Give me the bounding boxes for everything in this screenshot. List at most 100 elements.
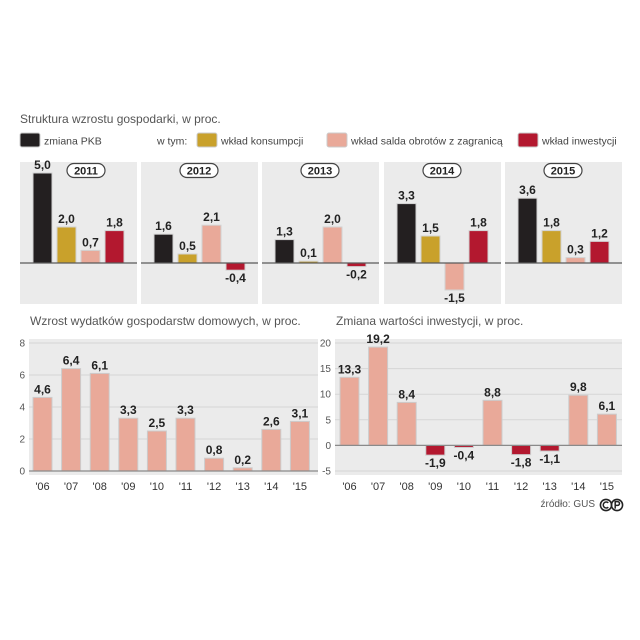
bar-07 bbox=[368, 346, 389, 446]
y-tick-label: 4 bbox=[19, 403, 25, 414]
year-label-2014: 2014 bbox=[422, 162, 462, 179]
legend-label-wklad-inwestycji: wkład inwestycji bbox=[541, 136, 617, 148]
y-tick-label: 15 bbox=[320, 364, 332, 375]
value-label-2011-wklad-salda-obrotow-z-zagranica: 0,7 bbox=[82, 235, 99, 249]
year-label-2015: 2015 bbox=[543, 162, 583, 179]
year-text: 2013 bbox=[308, 166, 332, 178]
x-tick-label-11: '11 bbox=[486, 481, 500, 493]
y-tick-label: 0 bbox=[19, 467, 25, 478]
value-label-11: 3,3 bbox=[177, 403, 194, 417]
footer: źródło: GUS bbox=[541, 498, 624, 512]
value-label-2011-wklad-inwestycji: 1,8 bbox=[106, 216, 123, 230]
value-label-2011-zmiana-pkb: 5,0 bbox=[34, 158, 51, 172]
year-text: 2011 bbox=[74, 166, 98, 178]
bar-06 bbox=[32, 396, 53, 472]
bar-2015-wklad-konsumpcji bbox=[541, 230, 562, 264]
bar-2012-wklad-salda-obrotow-z-zagranica bbox=[201, 224, 222, 264]
x-tick-label-10: '10 bbox=[150, 481, 164, 493]
chart-structure: 5,0 2,0 0,7 1,8 2011 1,6 0,5 2,1 -0,4 2012 1,3 0,1 2… bbox=[20, 158, 622, 305]
year-pill bbox=[66, 162, 106, 179]
value-label-13: -1,1 bbox=[539, 452, 560, 466]
year-text: 2015 bbox=[551, 166, 575, 178]
value-label-2013-wklad-salda-obrotow-z-zagranica: 2,0 bbox=[324, 212, 341, 226]
value-label-2012-wklad-salda-obrotow-z-zagranica: 2,1 bbox=[203, 210, 220, 224]
value-label-2013-wklad-inwestycji: -0,2 bbox=[346, 268, 367, 282]
y-tick-label: 8 bbox=[19, 339, 25, 350]
bar-2013-wklad-salda-obrotow-z-zagranica bbox=[322, 226, 343, 264]
bar-2014-wklad-salda-obrotow-z-zagranica bbox=[444, 262, 465, 291]
value-label-09: -1,9 bbox=[425, 456, 446, 470]
x-tick-label-15: '15 bbox=[293, 481, 307, 493]
value-label-2015-wklad-inwestycji: 1,2 bbox=[591, 226, 608, 240]
x-tick-label-08: '08 bbox=[400, 481, 414, 493]
x-tick-label-14: '14 bbox=[264, 481, 278, 493]
bar-2014-zmiana-pkb bbox=[396, 203, 417, 264]
x-tick-label-14: '14 bbox=[571, 481, 585, 493]
bar-15 bbox=[289, 420, 310, 472]
panel-2013 bbox=[262, 162, 379, 304]
chart-household-spending: 8 6 4 2 0 4,6 '06 6,4 '07 6,1 '08 3,3 '09 2,5 '10 3,3 '1… bbox=[19, 339, 318, 493]
value-label-2012-zmiana-pkb: 1,6 bbox=[155, 219, 172, 233]
value-label-12: 0,8 bbox=[206, 443, 223, 457]
bar-2012-zmiana-pkb bbox=[153, 233, 174, 264]
legend-swatch-wklad-inwestycji bbox=[517, 132, 539, 148]
value-label-2012-wklad-inwestycji: -0,4 bbox=[225, 271, 246, 285]
bar-2012-wklad-konsumpcji bbox=[177, 253, 198, 264]
bar-2011-wklad-konsumpcji bbox=[56, 226, 77, 264]
bar-15 bbox=[596, 413, 617, 446]
value-label-12: -1,8 bbox=[511, 456, 532, 470]
chart-title-investment: Zmiana wartości inwestycji, w proc. bbox=[336, 314, 523, 328]
year-text: 2014 bbox=[430, 166, 455, 178]
pap-logo-icon bbox=[599, 498, 624, 512]
value-label-2015-wklad-salda-obrotow-z-zagranica: 0,3 bbox=[567, 243, 584, 257]
legend-swatch-wklad-salda bbox=[326, 132, 348, 148]
value-label-2014-wklad-konsumpcji: 1,5 bbox=[422, 221, 439, 235]
bar-07 bbox=[61, 368, 82, 472]
y-tick-label: 6 bbox=[19, 371, 25, 382]
bar-08 bbox=[89, 372, 110, 472]
y-tick-label: 2 bbox=[19, 435, 25, 446]
value-label-2014-wklad-salda-obrotow-z-zagranica: -1,5 bbox=[444, 291, 465, 305]
value-label-09: 3,3 bbox=[120, 403, 137, 417]
value-label-15: 6,1 bbox=[599, 399, 616, 413]
x-tick-label-09: '09 bbox=[428, 481, 442, 493]
y-tick-label: 5 bbox=[325, 415, 331, 426]
value-label-2013-zmiana-pkb: 1,3 bbox=[276, 225, 293, 239]
chart-title-household: Wzrost wydatków gospodarstw domowych, w … bbox=[30, 314, 301, 328]
bar-2014-wklad-konsumpcji bbox=[420, 235, 441, 264]
value-label-14: 2,6 bbox=[263, 414, 280, 428]
bar-12 bbox=[511, 444, 532, 456]
y-tick-label: 20 bbox=[320, 339, 332, 350]
legend-prefix: w tym: bbox=[156, 136, 187, 148]
bar-09 bbox=[118, 417, 139, 472]
legend-label-zmiana-pkb: zmiana PKB bbox=[44, 136, 102, 148]
value-label-11: 8,8 bbox=[484, 385, 501, 399]
year-pill bbox=[179, 162, 219, 179]
bar-2015-wklad-inwestycji bbox=[589, 240, 610, 264]
x-tick-label-15: '15 bbox=[600, 481, 614, 493]
x-tick-label-06: '06 bbox=[342, 481, 356, 493]
year-pill bbox=[422, 162, 462, 179]
value-label-08: 8,4 bbox=[398, 387, 415, 401]
x-tick-label-09: '09 bbox=[121, 481, 135, 493]
x-tick-label-07: '07 bbox=[371, 481, 385, 493]
value-label-15: 3,1 bbox=[292, 406, 309, 420]
bar-10 bbox=[146, 430, 167, 472]
bar-08 bbox=[396, 401, 417, 446]
y-tick-label: -5 bbox=[322, 467, 331, 478]
chart-title-structure: Struktura wzrostu gospodarki, w proc. bbox=[20, 112, 221, 126]
bar-06 bbox=[339, 376, 360, 446]
value-label-07: 6,4 bbox=[63, 354, 80, 368]
bar-2014-wklad-inwestycji bbox=[468, 230, 489, 264]
legend-swatch-zmiana-pkb bbox=[19, 132, 41, 148]
legend-label-wklad-salda: wkład salda obrotów z zagranicą bbox=[350, 136, 503, 148]
bar-2012-wklad-inwestycji bbox=[225, 262, 246, 271]
value-label-2013-wklad-konsumpcji: 0,1 bbox=[300, 246, 317, 260]
bar-2011-wklad-inwestycji bbox=[104, 230, 125, 264]
legend: zmiana PKB w tym: wkład konsumpcji wkład… bbox=[19, 132, 617, 148]
value-label-2014-zmiana-pkb: 3,3 bbox=[398, 189, 415, 203]
value-label-07: 19,2 bbox=[366, 332, 390, 346]
value-label-06: 4,6 bbox=[34, 382, 51, 396]
bar-2011-wklad-salda-obrotow-z-zagranica bbox=[80, 249, 101, 264]
